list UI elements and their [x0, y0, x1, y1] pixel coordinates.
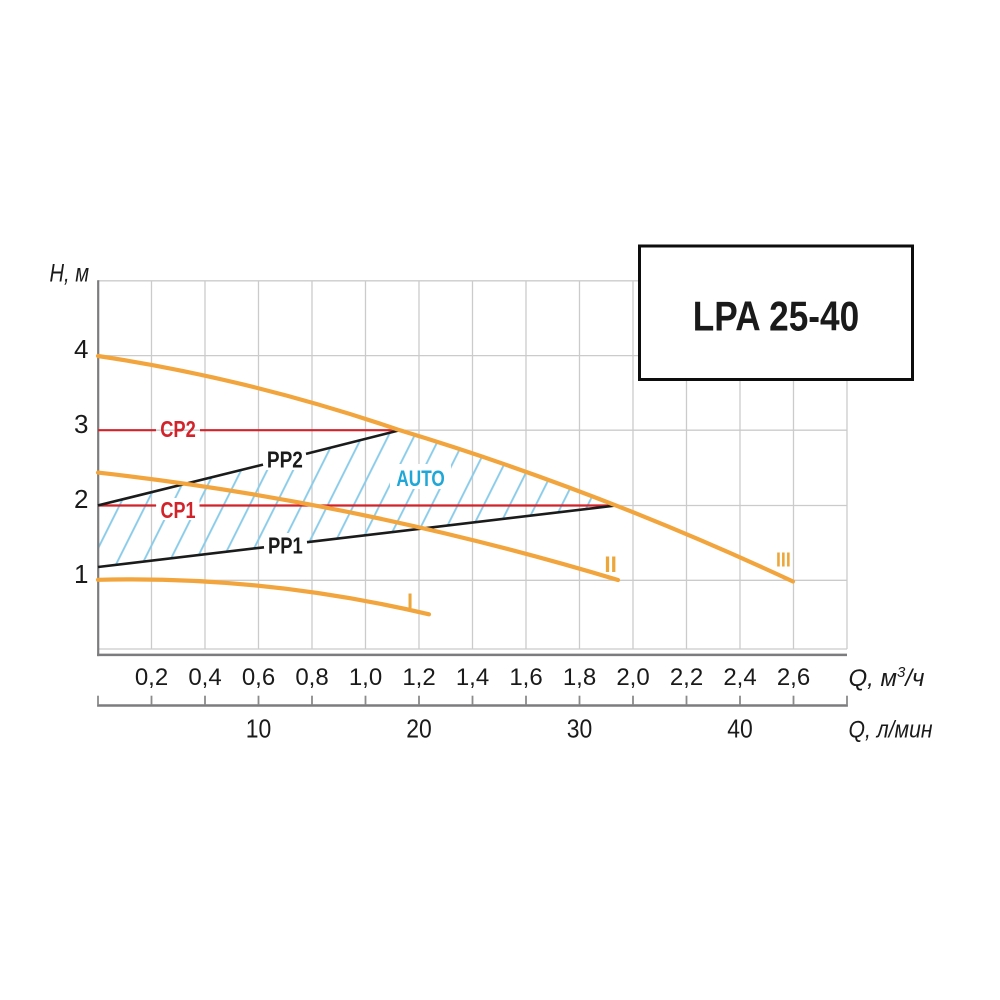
- svg-text:2,6: 2,6: [777, 664, 810, 691]
- svg-text:0,6: 0,6: [242, 664, 275, 691]
- svg-text:2: 2: [74, 484, 88, 514]
- svg-text:0,8: 0,8: [295, 664, 328, 691]
- svg-text:0,2: 0,2: [135, 664, 168, 691]
- svg-text:1,6: 1,6: [509, 664, 542, 691]
- svg-text:PP2: PP2: [267, 447, 303, 473]
- svg-text:30: 30: [567, 714, 593, 744]
- svg-text:1,2: 1,2: [402, 664, 435, 691]
- svg-text:2,2: 2,2: [670, 664, 703, 691]
- svg-text:1,8: 1,8: [563, 664, 596, 691]
- svg-text:3: 3: [74, 409, 88, 439]
- svg-text:1: 1: [74, 559, 88, 589]
- svg-text:2,0: 2,0: [616, 664, 649, 691]
- svg-text:1,0: 1,0: [349, 664, 382, 691]
- svg-text:CP1: CP1: [161, 497, 196, 523]
- svg-text:PP1: PP1: [268, 532, 303, 558]
- svg-text:II: II: [604, 552, 617, 577]
- svg-text:20: 20: [406, 714, 432, 744]
- svg-text:1,4: 1,4: [456, 664, 489, 691]
- svg-text:CP2: CP2: [160, 416, 196, 442]
- svg-text:Q, л/мин: Q, л/мин: [849, 716, 933, 743]
- svg-text:I: I: [407, 590, 413, 613]
- svg-text:40: 40: [727, 714, 753, 744]
- svg-text:2,4: 2,4: [723, 664, 756, 691]
- svg-text:AUTO: AUTO: [396, 466, 444, 491]
- svg-text:LPA 25-40: LPA 25-40: [693, 293, 859, 340]
- svg-text:0,4: 0,4: [188, 664, 221, 691]
- svg-text:10: 10: [246, 714, 272, 744]
- svg-text:III: III: [776, 549, 791, 571]
- svg-text:Q, м3/ч: Q, м3/ч: [849, 664, 925, 692]
- svg-text:H, м: H, м: [50, 260, 90, 288]
- svg-text:4: 4: [74, 334, 88, 364]
